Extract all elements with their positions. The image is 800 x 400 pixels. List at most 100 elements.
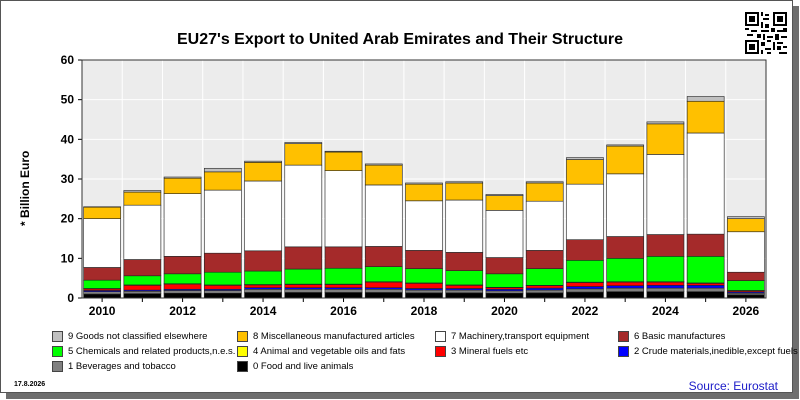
bar-segment-2011-s7: [123, 204, 162, 260]
bar-segment-2025-s5: [686, 256, 725, 284]
legend-swatch: [52, 361, 63, 372]
legend-label: 6 Basic manufactures: [634, 331, 726, 342]
bar-segment-2018-s9: [405, 182, 443, 185]
bar-segment-2023-s9: [606, 144, 644, 147]
bar-segment-2024-s5: [646, 256, 685, 283]
bar-segment-2011-s9: [123, 190, 162, 193]
bar-segment-2021-s8: [525, 182, 564, 202]
y-tick-label: 40: [61, 132, 75, 146]
bar-segment-2014-s6: [244, 250, 282, 272]
bar-segment-2014-s0: [244, 292, 282, 299]
legend-item: 3 Mineral fuels etc: [435, 346, 528, 357]
bar-segment-2016-s7: [324, 170, 363, 248]
y-tick-label: 60: [61, 53, 75, 67]
bar-segment-2025-s8: [686, 100, 725, 134]
bar-segment-2020-s9: [485, 194, 524, 196]
bar-segment-2022-s7: [566, 183, 604, 240]
bar-segment-2018-s6: [405, 250, 443, 269]
bar-segment-2013-s8: [204, 171, 242, 191]
legend-item: 0 Food and live animals: [237, 361, 353, 372]
bar-segment-2016-s8: [324, 151, 363, 171]
bar-segment-2017-s1: [364, 288, 403, 293]
x-tick-label: 2026: [733, 304, 760, 318]
bar-segment-2026-s7: [727, 231, 765, 273]
bar-segment-2023-s2: [606, 285, 644, 289]
bar-segment-2014-s5: [244, 270, 282, 285]
source-label: Source: Eurostat: [688, 379, 778, 393]
bar-segment-2010-s0: [83, 293, 121, 299]
bar-segment-2020-s6: [485, 257, 524, 275]
y-tick-label: 0: [67, 291, 74, 305]
bar-segment-2012-s9: [163, 176, 202, 179]
bar-segment-2024-s3: [646, 281, 685, 286]
y-axis-label: * Billion Euro: [18, 150, 32, 226]
x-tick-label: 2014: [250, 304, 277, 318]
bar-segment-2017-s7: [364, 184, 403, 247]
legend-swatch: [618, 331, 629, 342]
bar-segment-2016-s6: [324, 246, 363, 269]
bar-segment-2024-s6: [646, 234, 685, 257]
bar-segment-2011-s3: [123, 285, 162, 291]
bar-segment-2010-s6: [83, 267, 121, 281]
legend-item: 4 Animal and vegetable oils and fats: [237, 346, 405, 357]
bar-segment-2014-s7: [244, 180, 282, 252]
bar-segment-2015-s9: [284, 142, 323, 144]
bar-segment-2013-s7: [204, 189, 242, 254]
bar-segment-2018-s8: [405, 183, 443, 202]
bar-segment-2012-s7: [163, 193, 202, 257]
bar-segment-2024-s0: [646, 291, 685, 299]
bar-segment-2021-s1: [525, 289, 564, 294]
bar-segment-2013-s1: [204, 290, 242, 294]
legend-swatch: [237, 346, 248, 357]
bar-segment-2017-s5: [364, 266, 403, 283]
bar-segment-2017-s3: [364, 281, 403, 288]
bar-segment-2014-s9: [244, 160, 282, 163]
y-tick-label: 30: [61, 172, 75, 186]
bar-segment-2023-s5: [606, 258, 644, 283]
bar-segment-2010-s1: [83, 291, 121, 295]
bar-segment-2020-s0: [485, 292, 524, 299]
legend-label: 9 Goods not classified elsewhere: [68, 331, 208, 342]
bar-segment-2017-s6: [364, 246, 403, 267]
bar-segment-2022-s6: [566, 239, 604, 261]
bar-segment-2019-s6: [445, 252, 484, 271]
bar-segment-2024-s1: [646, 287, 685, 292]
bar-segment-2019-s8: [445, 182, 484, 201]
y-tick-label: 50: [61, 93, 75, 107]
bar-segment-2017-s9: [364, 163, 403, 166]
bar-segment-2011-s6: [123, 259, 162, 277]
bar-segment-2010-s5: [83, 279, 121, 289]
legend-label: 5 Chemicals and related products,n.e.s.: [68, 346, 236, 357]
x-tick-label: 2018: [411, 304, 438, 318]
bar-segment-2024-s8: [646, 123, 685, 155]
bar-segment-2025-s7: [686, 132, 725, 235]
bar-segment-2025-s9: [686, 96, 725, 102]
y-tick-label: 10: [61, 251, 75, 265]
bar-segment-2015-s5: [284, 268, 323, 285]
legend-item: 6 Basic manufactures: [618, 331, 725, 342]
bar-segment-2023-s7: [606, 173, 644, 237]
bar-segment-2025-s1: [686, 287, 725, 292]
legend-item: 2 Crude materials,inedible,except fuels: [618, 346, 798, 357]
bar-segment-2011-s8: [123, 191, 162, 206]
legend-item: 9 Goods not classified elsewhere: [52, 331, 207, 342]
bar-segment-2022-s0: [566, 291, 604, 299]
bar-segment-2020-s8: [485, 195, 524, 211]
bar-segment-2016-s3: [324, 284, 363, 288]
bar-segment-2020-s1: [485, 290, 524, 294]
bar-segment-2024-s2: [646, 285, 685, 289]
legend-swatch: [52, 346, 63, 357]
bar-segment-2016-s9: [324, 150, 363, 153]
bar-segment-2022-s5: [566, 260, 604, 283]
bar-segment-2026-s6: [727, 271, 765, 281]
bar-segment-2023-s8: [606, 145, 644, 175]
bar-segment-2018-s5: [405, 268, 443, 284]
bar-segment-2026-s8: [727, 218, 765, 233]
bar-segment-2021-s0: [525, 292, 564, 299]
bar-segment-2019-s1: [445, 289, 484, 294]
bar-segment-2016-s0: [324, 292, 363, 299]
legend-item: 1 Beverages and tobacco: [52, 361, 176, 372]
bar-segment-2019-s7: [445, 199, 484, 253]
bar-segment-2019-s9: [445, 181, 484, 184]
x-tick-label: 2016: [330, 304, 357, 318]
